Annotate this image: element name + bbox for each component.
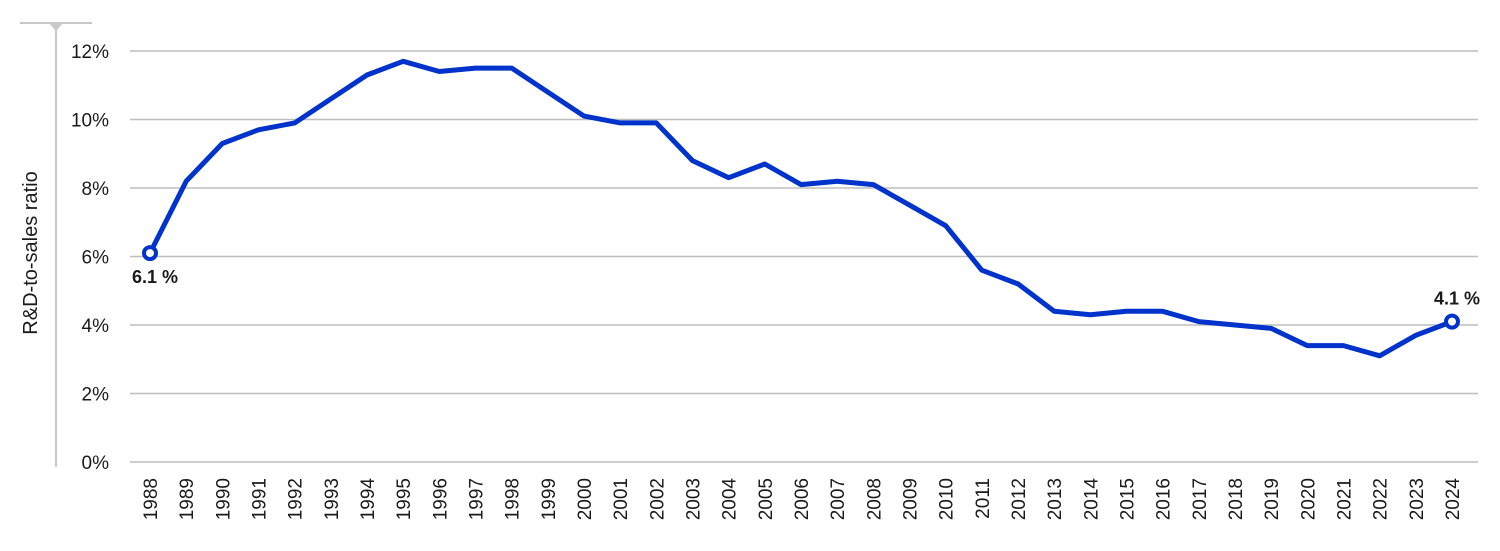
x-tick-label: 1997	[467, 478, 488, 520]
x-tick-label: 2020	[1298, 478, 1319, 520]
gridlines	[130, 50, 1478, 463]
x-tick-label: 2013	[1045, 478, 1066, 520]
x-tick-label: 2007	[828, 478, 849, 520]
data-label: 4.1 %	[1434, 289, 1480, 309]
y-tick-label: 0%	[82, 453, 110, 474]
x-tick-label: 2011	[973, 478, 994, 519]
y-tick-label: 10%	[71, 111, 109, 132]
x-tick-label: 2022	[1371, 478, 1392, 520]
y-tick-label: 8%	[82, 179, 110, 200]
x-tick-label: 1990	[213, 478, 234, 520]
x-tick-label: 1994	[358, 478, 379, 521]
x-tick-label: 2012	[1009, 478, 1030, 520]
x-tick-label: 2010	[937, 478, 958, 520]
x-tick-label: 1993	[322, 478, 343, 520]
x-tick-label: 2024	[1443, 478, 1464, 521]
x-tick-label: 2016	[1154, 478, 1175, 520]
x-tick-label: 2003	[684, 478, 705, 520]
y-tick-label: 12%	[71, 42, 109, 63]
x-tick-label: 2004	[720, 478, 741, 521]
y-axis-label: R&D-to-sales ratio	[20, 171, 42, 334]
data-line	[147, 58, 1455, 359]
x-tick-label: 2008	[864, 478, 885, 520]
x-tick-label: 2001	[611, 478, 632, 520]
x-tick-label: 1992	[286, 478, 307, 520]
x-tick-label: 2014	[1081, 478, 1102, 521]
x-tick-label: 1995	[394, 478, 415, 520]
x-axis-ticks: 1988 1989 1990 1991 1992 1993 1994 1995 1996 1997…	[141, 478, 1464, 521]
data-label: 6.1 %	[132, 267, 178, 287]
x-tick-label: 1996	[430, 478, 451, 520]
x-tick-label: 2019	[1262, 478, 1283, 520]
x-tick-label: 2023	[1407, 478, 1428, 520]
x-tick-label: 1991	[250, 478, 271, 520]
x-tick-label: 2015	[1118, 478, 1139, 520]
x-tick-label: 2006	[792, 478, 813, 520]
endpoint-marker	[1444, 313, 1460, 330]
end-markers	[142, 245, 1460, 330]
x-tick-label: 2005	[756, 478, 777, 520]
y-axis-ticks: 0% 2% 4% 6% 8% 10% 12%	[71, 42, 109, 474]
y-tick-label: 6%	[82, 248, 110, 269]
x-tick-label: 1999	[539, 478, 560, 520]
x-tick-label: 2017	[1190, 478, 1211, 520]
y-tick-label: 2%	[82, 385, 110, 406]
x-tick-label: 2009	[901, 478, 922, 520]
x-tick-label: 2018	[1226, 478, 1247, 520]
x-tick-label: 2000	[575, 478, 596, 520]
y-tick-label: 4%	[82, 316, 110, 337]
x-tick-label: 1989	[177, 478, 198, 520]
endpoint-marker	[142, 245, 158, 262]
y-axis-bracket	[20, 22, 92, 467]
x-tick-label: 1988	[141, 478, 162, 520]
x-tick-label: 1998	[503, 478, 524, 520]
data-labels: 6.1 % 4.1 %	[132, 267, 1480, 309]
x-tick-label: 2002	[647, 478, 668, 520]
x-tick-label: 2021	[1335, 478, 1356, 520]
